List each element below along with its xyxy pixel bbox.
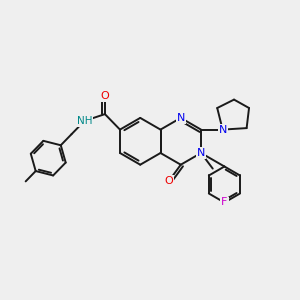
- Text: O: O: [100, 91, 109, 101]
- Text: NH: NH: [77, 116, 92, 126]
- Text: N: N: [177, 113, 185, 123]
- Text: N: N: [218, 124, 227, 135]
- Text: F: F: [221, 197, 228, 208]
- Text: O: O: [164, 176, 173, 186]
- Text: N: N: [197, 148, 205, 158]
